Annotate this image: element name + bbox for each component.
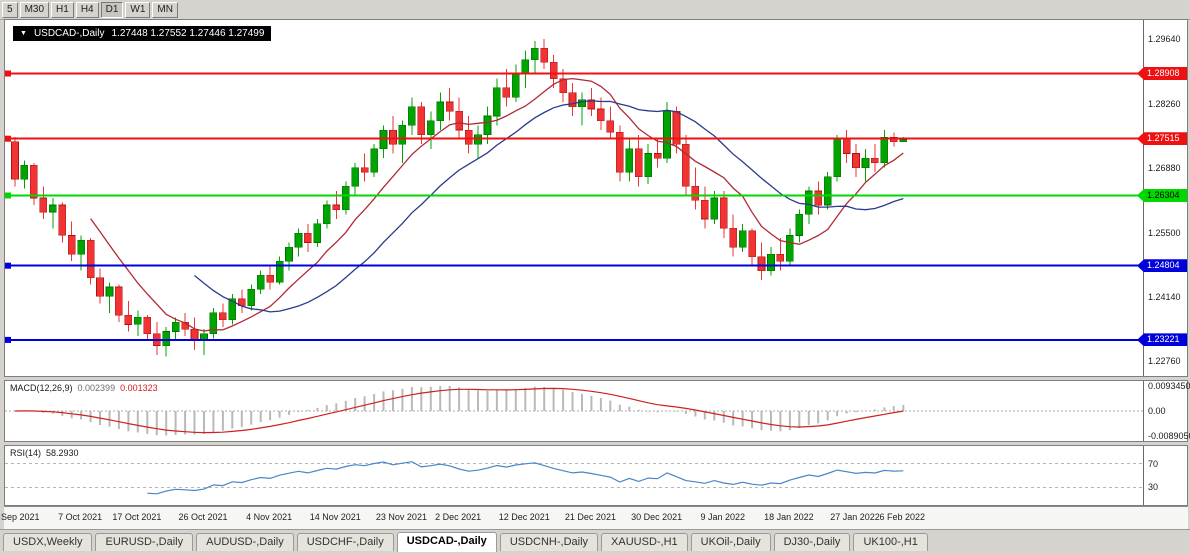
- macd-name: MACD(12,26,9): [10, 383, 73, 393]
- symbol-tab-ukoil-daily[interactable]: UKOil-,Daily: [690, 533, 771, 551]
- price-axis-label: 1.26880: [1148, 163, 1181, 174]
- macd-chart[interactable]: [5, 381, 1143, 441]
- timeframe-button-h4[interactable]: H4: [75, 2, 99, 18]
- price-line-badge: 1.27515: [1137, 132, 1187, 146]
- macd-main-value: 0.002399: [77, 383, 116, 393]
- macd-axis-label: -0.0089050: [1148, 431, 1190, 442]
- candlestick-chart[interactable]: [5, 20, 1143, 376]
- date-label: 2 Dec 2021: [435, 512, 482, 522]
- price-axis-label: 1.29640: [1148, 34, 1181, 45]
- price-axis-label: 1.28260: [1148, 98, 1181, 109]
- macd-panel: MACD(12,26,9) 0.002399 0.001323 0.0093450 0…: [4, 380, 1190, 442]
- chart-title-box: ▼ USDCAD-,Daily 1.27448 1.27552 1.27446 …: [13, 26, 272, 41]
- price-line-badge: 1.26304: [1137, 188, 1187, 202]
- timeframe-button-d1[interactable]: D1: [100, 2, 124, 18]
- price-line-badge: 1.24804: [1137, 259, 1187, 273]
- timeframe-button-h1[interactable]: H1: [51, 2, 74, 18]
- symbol-tab-audusd-daily[interactable]: AUDUSD-,Daily: [196, 533, 294, 551]
- symbol-tab-usdcnh-daily[interactable]: USDCNH-,Daily: [499, 533, 599, 551]
- timeframe-button-mn[interactable]: MN: [152, 2, 178, 18]
- date-label: 23 Nov 2021: [375, 512, 427, 522]
- panel-splitter[interactable]: [4, 377, 1188, 380]
- price-line-badge: 1.23221: [1137, 333, 1187, 347]
- rsi-axis-label: 30: [1148, 482, 1159, 493]
- date-label: 27 Jan 2022: [830, 512, 880, 522]
- price-axis[interactable]: 1.29640 1.28260 1.26880 1.25500 1.24140 1.227…: [1137, 20, 1187, 376]
- rsi-value: 58.2930: [46, 448, 79, 458]
- macd-axis[interactable]: 0.0093450 0.00 -0.0089050: [1143, 381, 1190, 442]
- date-label: 28 Sep 2021: [0, 512, 40, 522]
- symbol-tab-usdcad-daily[interactable]: USDCAD-,Daily: [396, 532, 497, 552]
- symbol-tab-dj30-daily[interactable]: DJ30-,Daily: [773, 533, 851, 551]
- macd-axis-label: 0.0093450: [1148, 381, 1190, 391]
- date-label: 14 Nov 2021: [309, 512, 361, 522]
- symbol-tab-xauusd-h1[interactable]: XAUUSD-,H1: [601, 533, 688, 551]
- date-label: 12 Dec 2021: [498, 512, 550, 522]
- price-line-badge: 1.28908: [1137, 66, 1187, 80]
- date-label: 7 Oct 2021: [58, 512, 103, 522]
- chart-symbol-title: USDCAD-,Daily: [33, 28, 105, 39]
- chart-quote-ohlc: 1.27448 1.27552 1.27446 1.27499: [111, 28, 265, 39]
- panel-splitter[interactable]: [4, 442, 1188, 445]
- macd-label: MACD(12,26,9) 0.002399 0.001323: [10, 383, 163, 393]
- rsi-chart[interactable]: [5, 446, 1143, 505]
- timeframe-button-w1[interactable]: W1: [125, 2, 151, 18]
- symbol-tab-eurusd-daily[interactable]: EURUSD-,Daily: [95, 533, 194, 551]
- price-chart-panel: ▼ USDCAD-,Daily 1.27448 1.27552 1.27446 …: [4, 19, 1188, 377]
- rsi-label: RSI(14) 58.2930: [10, 448, 84, 458]
- rsi-name: RSI(14): [10, 448, 42, 458]
- macd-signal-value: 0.001323: [120, 383, 158, 393]
- date-label: 9 Jan 2022: [700, 512, 746, 522]
- date-axis[interactable]: 28 Sep 2021 7 Oct 2021 17 Oct 2021 26 Oct 2…: [0, 506, 1188, 530]
- timeframe-toolbar: 5 M30 H1 H4 D1 W1 MN: [0, 0, 1190, 20]
- date-label: 18 Jan 2022: [764, 512, 814, 522]
- timeframe-button-m30[interactable]: M30: [19, 2, 50, 18]
- date-label: 6 Feb 2022: [879, 512, 926, 522]
- symbol-tab-usdchf-daily[interactable]: USDCHF-,Daily: [296, 533, 394, 551]
- timeframe-button-5[interactable]: 5: [2, 2, 18, 18]
- date-label: 17 Oct 2021: [112, 512, 162, 522]
- price-axis-label: 1.22760: [1148, 356, 1181, 367]
- symbol-tab-uk100-h1[interactable]: UK100-,H1: [853, 533, 928, 551]
- chart-dropdown-icon[interactable]: ▼: [20, 29, 27, 37]
- symbol-tab-usdx-weekly[interactable]: USDX,Weekly: [3, 533, 93, 551]
- rsi-panel: RSI(14) 58.2930 70 30: [4, 445, 1188, 506]
- symbol-tab-bar: USDX,Weekly EURUSD-,Daily AUDUSD-,Daily USD…: [0, 529, 1190, 554]
- macd-axis-label: 0.00: [1148, 406, 1166, 416]
- price-axis-label: 1.24140: [1148, 291, 1181, 302]
- date-label: 30 Dec 2021: [631, 512, 683, 522]
- date-label: 4 Nov 2021: [246, 512, 293, 522]
- date-label: 26 Oct 2021: [178, 512, 228, 522]
- rsi-axis[interactable]: 70 30: [1143, 446, 1187, 505]
- rsi-axis-label: 70: [1148, 458, 1159, 469]
- price-axis-label: 1.25500: [1148, 228, 1181, 239]
- date-label: 21 Dec 2021: [564, 512, 616, 522]
